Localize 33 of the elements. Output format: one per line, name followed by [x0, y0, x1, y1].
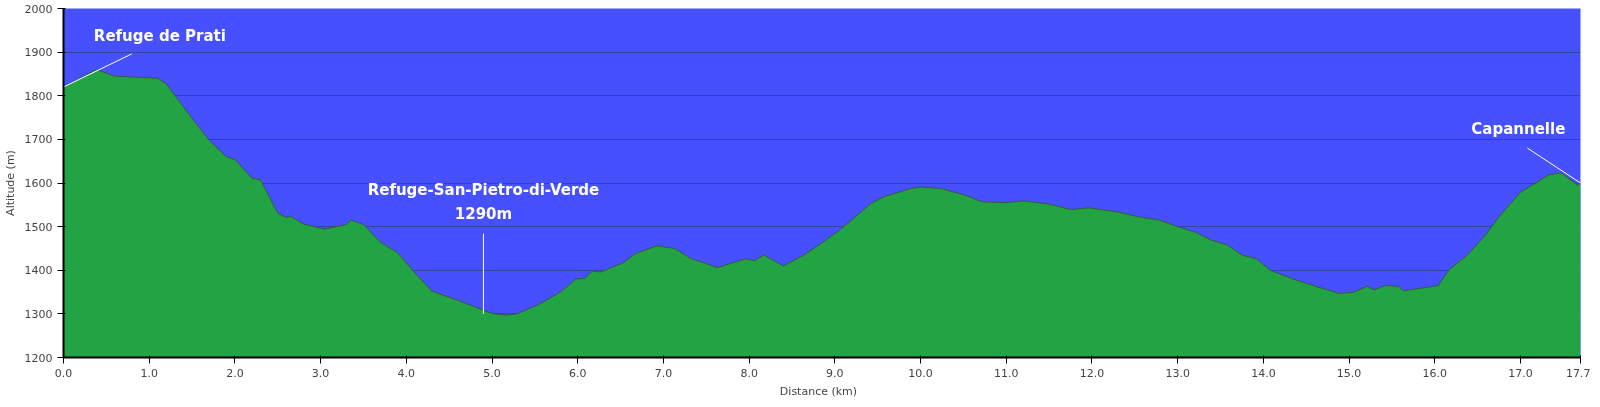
y-tick-label: 1200	[24, 351, 53, 365]
x-tick-label: 17.7	[1566, 366, 1591, 380]
y-tick-label: 1800	[24, 89, 53, 103]
x-tick-label: 3.0	[311, 366, 330, 380]
x-tick-label: 1.0	[140, 366, 158, 380]
y-tick-label: 1300	[24, 307, 53, 321]
x-tick-label: 12.0	[1079, 366, 1105, 380]
y-tick-label: 1600	[24, 177, 53, 190]
annotation: Refuge de Prati	[93, 27, 226, 46]
x-tick-label: 5.0	[483, 366, 501, 380]
annotation: Capannelle	[1471, 119, 1566, 138]
x-tick-label: 16.0	[1422, 366, 1448, 380]
annotation: Refuge-San-Pietro-di-Verde 1290m	[367, 180, 600, 224]
x-tick-label: 8.0	[740, 366, 758, 380]
x-tick-label: 17.0	[1508, 366, 1533, 380]
x-tick-label: 6.0	[568, 366, 587, 380]
y-tick-label: 1700	[24, 133, 53, 147]
y-axis-title: Altitude (m)	[3, 150, 17, 216]
x-tick-label: 10.0	[908, 366, 933, 380]
x-tick-label: 7.0	[654, 366, 673, 380]
x-axis-title: Distance (km)	[779, 384, 858, 398]
y-tick-label: 1500	[24, 220, 53, 234]
x-tick-label: 14.0	[1251, 366, 1276, 380]
x-tick-label: 0.0	[54, 366, 73, 380]
y-tick-label: 1400	[24, 264, 53, 278]
y-tick-label: 2000	[24, 2, 53, 16]
x-tick-label: 4.0	[397, 366, 416, 380]
x-tick-label: 15.0	[1336, 366, 1362, 380]
x-tick-label: 13.0	[1165, 366, 1190, 380]
x-tick-label: 2.0	[226, 366, 244, 380]
x-tick-label: 11.0	[994, 366, 1019, 380]
x-tick-label: 9.0	[826, 366, 844, 380]
y-tick-label: 1900	[24, 46, 53, 60]
